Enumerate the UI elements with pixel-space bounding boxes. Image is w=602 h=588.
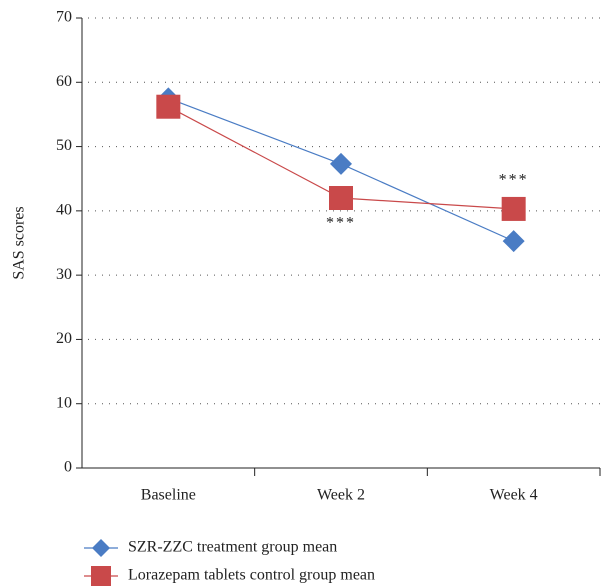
y-tick-label: 40 (56, 202, 72, 219)
y-tick-label: 50 (56, 137, 72, 154)
y-tick-label: 0 (64, 459, 72, 476)
significance-annotation: *** (499, 172, 529, 189)
point-marker (502, 230, 525, 253)
y-tick-label: 10 (56, 394, 72, 411)
legend-marker (91, 566, 111, 586)
y-tick-label: 60 (56, 73, 72, 90)
point-marker (329, 186, 353, 210)
x-tick-label: Week 2 (317, 487, 365, 504)
x-tick-label: Week 4 (490, 487, 538, 504)
y-tick-label: 70 (56, 9, 72, 26)
significance-annotation: *** (326, 215, 356, 232)
legend-label: Lorazepam tablets control group mean (128, 567, 375, 584)
x-tick-label: Baseline (141, 487, 196, 504)
y-tick-label: 20 (56, 330, 72, 347)
legend-label: SZR-ZZC treatment group mean (128, 539, 337, 556)
point-marker (330, 152, 352, 175)
point-marker (156, 94, 181, 119)
point-marker (501, 196, 526, 221)
legend-marker (92, 539, 110, 557)
y-axis-label: SAS scores (11, 206, 28, 279)
y-tick-label: 30 (56, 266, 72, 283)
